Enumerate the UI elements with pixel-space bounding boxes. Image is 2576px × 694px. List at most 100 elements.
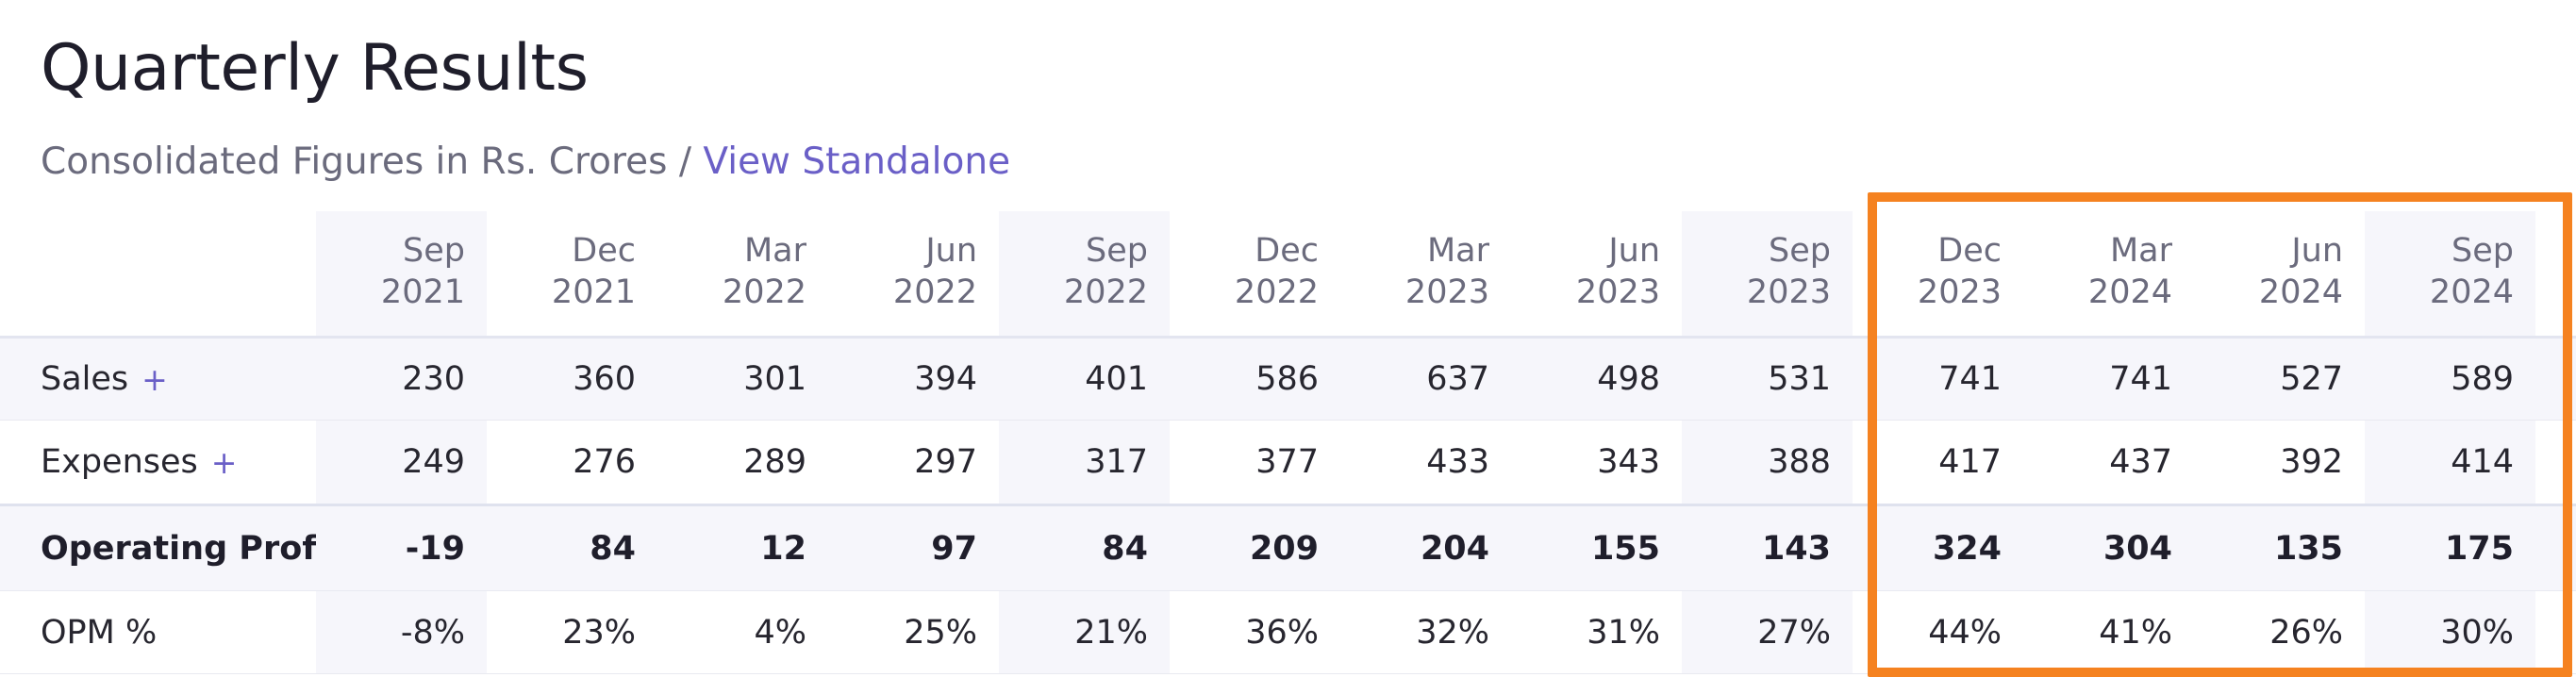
- table-cell: 498: [1597, 360, 1660, 398]
- page-title: Quarterly Results: [41, 31, 589, 106]
- column-header: Jun 2024: [2194, 211, 2365, 336]
- column-header-year: 2021: [551, 273, 636, 311]
- view-standalone-link[interactable]: View Standalone: [703, 140, 1011, 183]
- column-header: Jun 2022: [828, 211, 999, 336]
- table-cell: 230: [316, 339, 487, 420]
- table-cell: 301: [743, 360, 806, 398]
- table-cell: 84: [999, 506, 1170, 590]
- table-cell: 41%: [2099, 613, 2172, 652]
- table-cell: 297: [914, 443, 977, 481]
- table-cell: 12: [760, 529, 806, 568]
- column-header-month: Sep: [403, 232, 465, 270]
- column-header: Sep 2022: [999, 211, 1170, 336]
- header-label-cell: [0, 211, 316, 336]
- table-cell: 21%: [999, 591, 1170, 673]
- table-cell: 360: [573, 360, 636, 398]
- column-header-month: Mar: [1426, 232, 1489, 270]
- column-header-month: Dec: [572, 232, 636, 270]
- table-row: Sales +230 360 301 394 401 586 637 498 531 741 741 5…: [0, 336, 2576, 420]
- column-header-month: Sep: [1769, 232, 1831, 270]
- column-header-month: Dec: [1255, 232, 1319, 270]
- table-cell: 276: [573, 443, 636, 481]
- column-header-year: 2022: [1234, 273, 1319, 311]
- table-cell: -19: [316, 506, 487, 590]
- table-cell: 36%: [1245, 613, 1319, 652]
- table-cell: 143: [1682, 506, 1853, 590]
- column-header-month: Sep: [1086, 232, 1148, 270]
- column-header: Dec 2023: [1853, 211, 2023, 336]
- table-row: OPM % -8% 23% 4% 25% 21% 36% 32% 31% 27% 44% 41% 26%…: [0, 590, 2576, 674]
- table-cell: 589: [2365, 339, 2535, 420]
- column-header-year: 2022: [1063, 273, 1148, 311]
- table-cell: 44%: [1928, 613, 2002, 652]
- expand-plus-icon[interactable]: +: [141, 360, 168, 398]
- table-cell: 317: [999, 421, 1170, 504]
- table-cell: 26%: [2269, 613, 2343, 652]
- table-header-row: Sep 2021 Dec 2021 Mar 2022 Jun 2022 Sep 2022 Dec 20…: [0, 211, 2576, 336]
- column-header: Sep 2024: [2365, 211, 2535, 336]
- row-label-text: Sales: [41, 360, 129, 398]
- column-header: Mar 2024: [2023, 211, 2194, 336]
- column-header-year: 2022: [722, 273, 806, 311]
- column-header-month: Mar: [743, 232, 806, 270]
- quarterly-results-table: Sep 2021 Dec 2021 Mar 2022 Jun 2022 Sep 2022 Dec 20…: [0, 211, 2576, 674]
- table-cell: -8%: [316, 591, 487, 673]
- row-label[interactable]: Expenses +: [0, 421, 316, 504]
- column-header-year: 2023: [1746, 273, 1831, 311]
- column-header-year: 2023: [1404, 273, 1489, 311]
- column-header-year: 2021: [380, 273, 465, 311]
- column-header: Jun 2023: [1511, 211, 1682, 336]
- subtitle: Consolidated Figures in Rs. Crores / Vie…: [41, 138, 1010, 187]
- column-header: Mar 2022: [657, 211, 828, 336]
- row-label-text: Expenses: [41, 443, 198, 481]
- table-row: Operating Profit -19 84 12 97 84 209 204 155 143 3…: [0, 504, 2576, 590]
- column-header-year: 2023: [1575, 273, 1660, 311]
- column-header: Sep 2021: [316, 211, 487, 336]
- table-cell: 586: [1255, 360, 1319, 398]
- table-cell: 637: [1426, 360, 1489, 398]
- table-cell: 155: [1590, 529, 1660, 568]
- column-header: Mar 2023: [1340, 211, 1511, 336]
- table-cell: 437: [2109, 443, 2172, 481]
- table-cell: 23%: [562, 613, 636, 652]
- column-header-year: 2024: [2429, 273, 2514, 311]
- table-cell: 741: [1938, 360, 2002, 398]
- table-cell: 32%: [1416, 613, 1489, 652]
- table-cell: 30%: [2365, 591, 2535, 673]
- column-header: Sep 2023: [1682, 211, 1853, 336]
- column-header: Dec 2021: [487, 211, 657, 336]
- table-cell: 401: [999, 339, 1170, 420]
- table-cell: 741: [2109, 360, 2172, 398]
- expand-plus-icon[interactable]: +: [210, 443, 238, 481]
- column-header-month: Jun: [1608, 232, 1660, 270]
- column-header-month: Mar: [2109, 232, 2172, 270]
- column-header: Dec 2022: [1170, 211, 1340, 336]
- column-header-year: 2024: [2258, 273, 2343, 311]
- table-cell: 417: [1938, 443, 2002, 481]
- row-label[interactable]: Sales +: [0, 339, 316, 420]
- table-cell: 388: [1682, 421, 1853, 504]
- table-cell: 249: [316, 421, 487, 504]
- table-cell: 343: [1597, 443, 1660, 481]
- row-label: OPM %: [0, 591, 316, 673]
- table-row: Expenses +249 276 289 297 317 377 433 343 388 417 4…: [0, 420, 2576, 504]
- table-cell: 135: [2273, 529, 2343, 568]
- column-header-month: Jun: [925, 232, 977, 270]
- row-label: Operating Profit: [0, 506, 342, 590]
- table-cell: 433: [1426, 443, 1489, 481]
- table-cell: 84: [590, 529, 636, 568]
- table-cell: 4%: [754, 613, 806, 652]
- column-header-month: Dec: [1937, 232, 2002, 270]
- table-cell: 394: [914, 360, 977, 398]
- subtitle-text: Consolidated Figures in Rs. Crores /: [41, 140, 704, 183]
- column-header-year: 2022: [892, 273, 977, 311]
- table-cell: 25%: [904, 613, 977, 652]
- table-cell: 31%: [1587, 613, 1660, 652]
- row-label-text: Operating Profit: [41, 529, 342, 568]
- table-cell: 175: [2365, 506, 2535, 590]
- table-cell: 531: [1682, 339, 1853, 420]
- row-label-text: OPM %: [41, 613, 158, 652]
- table-cell: 324: [1932, 529, 2002, 568]
- table-cell: 304: [2102, 529, 2172, 568]
- table-cell: 289: [743, 443, 806, 481]
